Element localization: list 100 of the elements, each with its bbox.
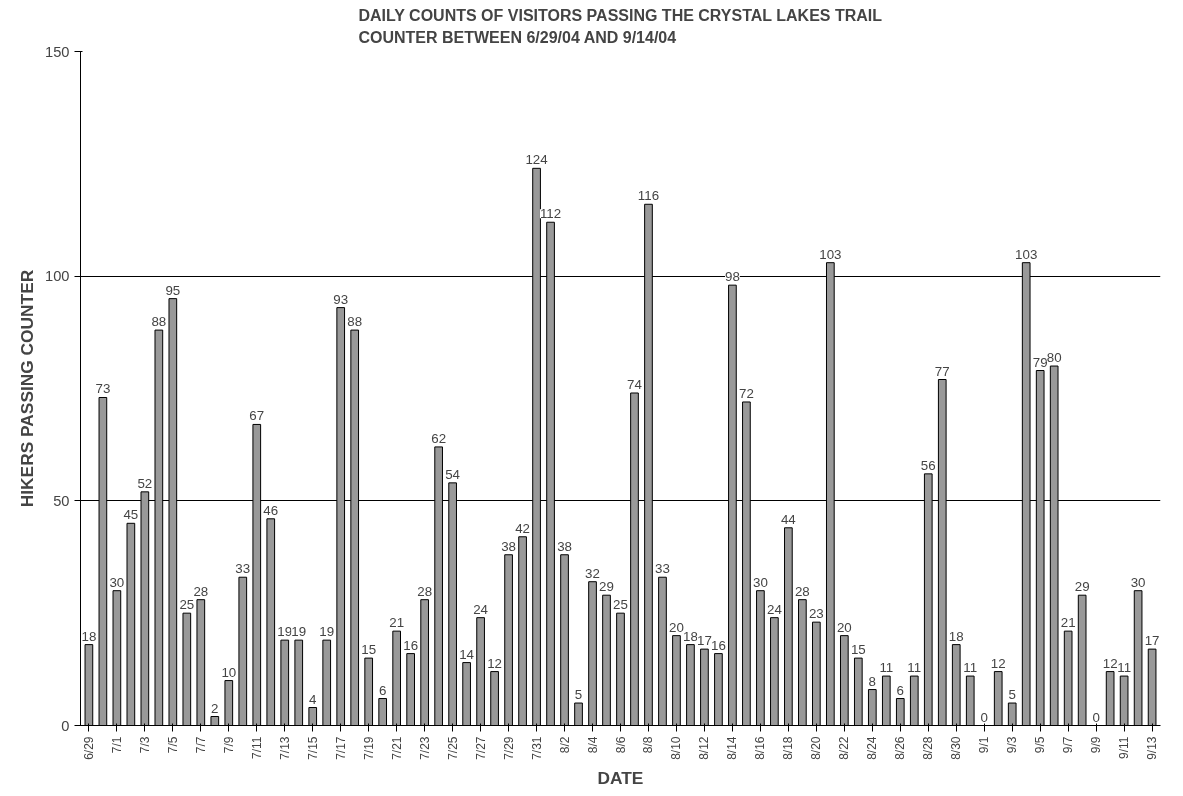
x-tick-label: 8/20: [809, 736, 824, 760]
data-label: 124: [525, 152, 549, 168]
x-tick-label: 8/6: [613, 736, 628, 754]
data-label: 42: [515, 520, 530, 536]
x-tick-label: 7/11: [249, 736, 264, 759]
data-label: 80: [1046, 350, 1062, 366]
x-tick-label: 8/30: [949, 736, 964, 760]
data-label: 112: [539, 206, 562, 222]
data-label: 72: [738, 385, 754, 401]
data-label: 20: [669, 619, 684, 635]
x-tick-label: 7/31: [529, 736, 544, 760]
data-label: 2: [211, 700, 219, 716]
data-label: 93: [333, 291, 349, 307]
data-label: 6: [896, 682, 905, 698]
data-label: 33: [235, 561, 251, 577]
x-tick-label: 7/3: [137, 736, 152, 754]
data-label: 88: [347, 314, 363, 330]
data-label: 18: [683, 628, 698, 644]
x-tick-label: 7/15: [305, 736, 320, 760]
data-label: 29: [599, 579, 614, 595]
data-label: 21: [389, 615, 405, 631]
data-label: 15: [850, 642, 866, 658]
data-label: 32: [585, 565, 600, 581]
data-label: 5: [574, 687, 583, 703]
x-tick-label: 8/18: [781, 736, 796, 760]
x-tick-label: 7/17: [333, 736, 348, 760]
x-tick-label: 7/21: [389, 736, 404, 760]
x-tick-label: 7/29: [501, 736, 516, 760]
y-axis-title: HIKERS PASSING COUNTER: [17, 269, 38, 508]
data-label: 29: [1074, 579, 1090, 595]
data-label: 8: [868, 673, 877, 689]
data-label: 54: [445, 466, 461, 482]
data-label: 77: [934, 363, 950, 379]
data-label: 28: [417, 583, 433, 599]
data-label: 46: [263, 502, 279, 518]
x-tick-label: 8/24: [865, 736, 880, 760]
data-label: 103: [1015, 246, 1038, 262]
x-axis-title: DATE: [597, 767, 644, 788]
data-label: 74: [627, 376, 643, 392]
x-tick-label: 7/23: [417, 736, 432, 760]
data-label: 5: [1008, 687, 1016, 703]
data-label: 30: [109, 574, 125, 590]
y-tick-label: 100: [45, 268, 70, 285]
data-label: 18: [948, 628, 964, 644]
x-tick-label: 8/10: [669, 736, 684, 760]
data-label: 19: [291, 624, 307, 640]
data-label: 19: [277, 624, 293, 640]
data-label: 11: [1117, 660, 1132, 676]
data-label: 24: [766, 601, 783, 617]
data-label: 116: [637, 188, 660, 204]
data-label: 0: [980, 709, 988, 725]
data-label: 11: [879, 660, 894, 676]
data-label: 23: [808, 606, 824, 622]
y-tick-label: 150: [45, 43, 70, 60]
data-label: 24: [473, 601, 489, 617]
data-label: 73: [95, 381, 111, 397]
data-label: 19: [319, 624, 335, 640]
data-label: 30: [1130, 574, 1146, 590]
data-label: 17: [697, 633, 712, 649]
x-tick-label: 8/14: [725, 736, 740, 760]
x-tick-label: 9/3: [1005, 736, 1020, 754]
x-tick-label: 9/11: [1117, 736, 1132, 759]
x-tick-label: 7/27: [473, 736, 488, 760]
data-label: 30: [752, 574, 768, 590]
data-label: 56: [920, 457, 936, 473]
data-label: 10: [221, 664, 237, 680]
data-label: 62: [431, 430, 447, 446]
data-label: 11: [963, 660, 978, 676]
data-label: 11: [907, 660, 922, 676]
x-tick-label: 9/5: [1033, 736, 1048, 754]
x-tick-label: 8/22: [837, 736, 852, 760]
x-tick-label: 7/5: [165, 736, 180, 754]
data-label: 16: [403, 637, 419, 653]
data-label: 44: [780, 511, 797, 527]
x-tick-label: 9/1: [977, 736, 992, 754]
data-label: 0: [1092, 709, 1100, 725]
x-tick-label: 8/12: [697, 736, 712, 760]
data-label: 103: [819, 246, 842, 262]
data-label: 20: [836, 619, 852, 635]
y-tick-label: 50: [53, 492, 70, 509]
x-tick-label: 9/13: [1145, 736, 1160, 760]
data-label: 17: [1144, 633, 1160, 649]
x-tick-label: 8/26: [893, 736, 908, 760]
x-tick-label: 8/8: [641, 736, 656, 754]
x-tick-label: 7/25: [445, 736, 460, 760]
x-tick-label: 7/7: [193, 736, 208, 754]
data-label: 67: [249, 408, 265, 424]
data-label: 12: [1102, 655, 1118, 671]
x-tick-label: 9/9: [1089, 736, 1104, 754]
x-tick-label: 8/2: [557, 736, 572, 754]
data-label: 52: [137, 475, 153, 491]
data-label: 12: [990, 655, 1006, 671]
data-label: 45: [123, 507, 139, 523]
data-label: 25: [613, 597, 628, 613]
data-label: 25: [179, 597, 195, 613]
data-label: 12: [487, 655, 503, 671]
data-label: 16: [711, 637, 726, 653]
x-tick-label: 9/7: [1061, 736, 1076, 754]
data-label: 28: [794, 583, 810, 599]
data-label: 98: [725, 269, 740, 285]
